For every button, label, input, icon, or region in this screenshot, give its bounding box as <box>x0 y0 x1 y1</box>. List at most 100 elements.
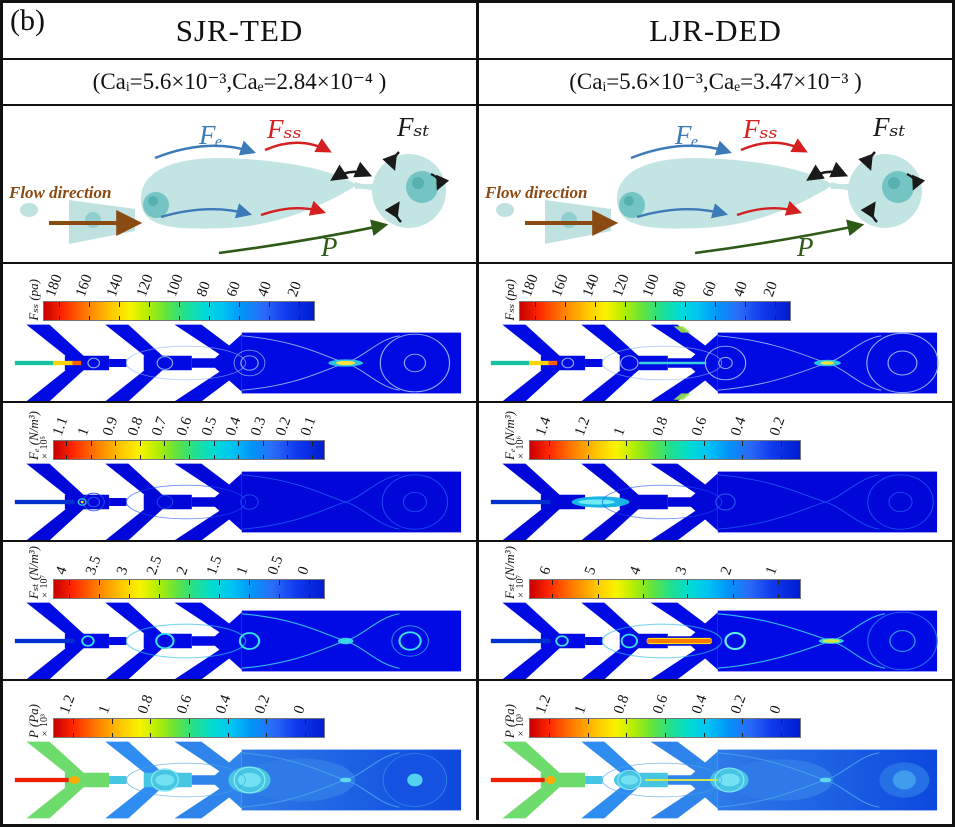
colorbar-tick-label: 0.7 <box>149 414 171 438</box>
colorbar-gradient <box>519 301 791 321</box>
colorbar-tick-label: 4 <box>627 564 645 577</box>
fst-label: Fₛₜ <box>872 112 906 142</box>
simulation-heatmap <box>490 463 938 540</box>
colorbar-tick-label: 0 <box>766 703 785 716</box>
colorbar-tick-label: 1.2 <box>57 692 79 716</box>
colorbar-tick-label: 4 <box>53 564 71 577</box>
condition-row: (Caᵢ=5.6×10⁻³,Caₑ=2.84×10⁻⁴ ) (Caᵢ=5.6×1… <box>3 60 952 106</box>
colorbar: 6 5 4 3 2 1 <box>529 544 801 599</box>
pressure-arrow <box>694 219 865 255</box>
colorbar: 180 160 140 120 100 80 60 40 20 <box>43 266 315 321</box>
column-title-sjr-ted: SJR-TED <box>175 12 304 48</box>
jet-body <box>140 157 357 229</box>
colorbar-fst-left: Fₛₜ (N/m³) ×10⁷ 4 3.5 3 2.5 2 1.5 1 0.5 0 <box>26 544 476 600</box>
colorbar-gradient <box>529 718 801 738</box>
colorbar-tick-label: 180 <box>43 272 66 299</box>
colorbar-axis-label: Fₛₛ (pa) <box>502 279 517 321</box>
colorbar-exponent: ×10⁵ <box>39 435 50 461</box>
colorbar-tick-label: 0.2 <box>251 692 274 716</box>
colorbar-tick-label: 0 <box>294 564 313 577</box>
colorbar-tick-label: 1 <box>572 703 590 716</box>
colorbar-tick-label: 0.8 <box>649 414 672 438</box>
colorbar-exponent: ×10⁷ <box>515 574 526 600</box>
colorbar: 1.2 1 0.8 0.6 0.4 0.2 0 <box>529 683 801 738</box>
fe-cell-right: Fₑ (N/m³) ×10⁶ 1.4 1.2 1 0.8 0.6 0.4 0.2 <box>479 403 952 540</box>
simulation-heatmap <box>14 324 462 401</box>
colorbar-tick-label: 60 <box>700 279 721 299</box>
colorbar-tick-label: 0.6 <box>688 414 711 438</box>
colorbar-tick-label: 0.5 <box>198 414 221 438</box>
colorbar-tick-label: 100 <box>163 272 187 299</box>
colorbar-gradient <box>529 440 801 460</box>
colorbar-tick-label: 0.5 <box>264 553 287 577</box>
colorbar-tick-label: 0.1 <box>297 414 320 438</box>
flow-direction-label: Flow direction <box>8 183 111 202</box>
p-cell-left: P (Pa) ×10³ 1.2 1 0.8 0.6 0.4 0.2 0 <box>3 681 479 820</box>
colorbar: 1.4 1.2 1 0.8 0.6 0.4 0.2 <box>529 405 801 460</box>
colorbar-tick-label: 0.4 <box>688 692 711 716</box>
colorbar-tick-label: 40 <box>254 279 275 299</box>
capillary-numbers-right: (Caᵢ=5.6×10⁻³,Caₑ=3.47×10⁻³ ) <box>569 69 862 94</box>
colorbar-fss-left: Fₛₛ (pa) 180 160 140 120 100 80 60 40 20 <box>26 266 476 321</box>
row-p: P (Pa) ×10³ 1.2 1 0.8 0.6 0.4 0.2 0 P (Pa) ×10³ 1.… <box>3 681 952 820</box>
neck-arrows <box>330 161 373 181</box>
schematic-cell-left: Flow direction Fₑ Fₛₛ Fₛₜ P <box>3 106 479 262</box>
colorbar-tick-label: 160 <box>549 272 573 299</box>
colorbar-tick-label: 0.8 <box>135 692 157 716</box>
colorbar-exponent: ×10⁷ <box>39 574 50 600</box>
colorbar-gradient <box>43 301 315 321</box>
panel-label: (b) <box>10 4 45 37</box>
colorbar-tick-label: 60 <box>224 279 245 299</box>
colorbar-exponent: ×10⁶ <box>515 435 526 461</box>
row-fe: Fₑ (N/m³) ×10⁵ 1.1 1 0.9 0.8 0.7 0.6 0.5 0.4 0.3 0.… <box>3 403 952 542</box>
colorbar-axis-label: Fₛₜ (N/m³) ×10⁷ <box>26 545 50 600</box>
colorbar-axis-label: P (Pa) ×10³ <box>26 703 50 738</box>
simulation-heatmap <box>490 741 938 819</box>
colorbar-tick-label: 180 <box>519 272 542 299</box>
colorbar: 180 160 140 120 100 80 60 40 20 <box>519 266 791 321</box>
row-fst: Fₛₜ (N/m³) ×10⁷ 4 3.5 3 2.5 2 1.5 1 0.5 0 Fₛₜ (N/m… <box>3 542 952 681</box>
heatmap-p-left <box>11 740 476 820</box>
colorbar-tick-label: 1.2 <box>533 692 555 716</box>
colorbar-tick-label: 40 <box>730 279 751 299</box>
heatmap-p-right <box>487 740 952 820</box>
colorbar: 1.2 1 0.8 0.6 0.4 0.2 0 <box>53 683 325 738</box>
row-fss: Fₛₛ (pa) 180 160 140 120 100 80 60 40 20 Fₛₛ (pa)… <box>3 264 952 403</box>
colorbar-tick-label: 0.6 <box>173 414 196 438</box>
simulation-heatmap <box>490 602 938 679</box>
capillary-numbers-left: (Caᵢ=5.6×10⁻³,Caₑ=2.84×10⁻⁴ ) <box>92 69 387 94</box>
heatmap-fst-left <box>11 601 476 679</box>
fss-cell-left: Fₛₛ (pa) 180 160 140 120 100 80 60 40 20 <box>3 264 479 401</box>
colorbar-tick-label: 80 <box>670 279 691 299</box>
colorbar-axis-label: Fₑ (N/m³) ×10⁵ <box>26 411 50 461</box>
simulation-heatmap <box>14 463 462 540</box>
colorbar-tick-label: 80 <box>194 279 215 299</box>
colorbar-tick-label: 0.2 <box>727 692 750 716</box>
jet-body <box>616 157 833 229</box>
colorbar-tick-label: 0.4 <box>727 414 750 438</box>
colorbar-tick-label: 0.8 <box>611 692 633 716</box>
colorbar-tick-label: 1 <box>611 425 629 438</box>
fst-cell-right: Fₛₜ (N/m³) ×10⁷ 6 5 4 3 2 1 <box>479 542 952 679</box>
colorbar-tick-label: 2 <box>173 564 192 577</box>
colorbar-gradient <box>529 579 801 599</box>
colorbar-exponent: ×10³ <box>39 714 50 738</box>
colorbar-tick-label: 0.6 <box>649 692 672 716</box>
colorbar-tick-label: 0.3 <box>248 414 270 438</box>
colorbar-tick-label: 20 <box>284 279 306 299</box>
p-label: P <box>320 232 338 261</box>
colorbar-tick-label: 3 <box>113 564 132 577</box>
satellite-droplet <box>20 203 38 217</box>
condition-cell-right: (Caᵢ=5.6×10⁻³,Caₑ=3.47×10⁻³ ) <box>479 60 952 104</box>
colorbar-gradient <box>53 440 325 460</box>
colorbar-tick-label: 140 <box>579 272 603 299</box>
colorbar-tick-label: 1.5 <box>204 553 226 577</box>
colorbar: 1.1 1 0.9 0.8 0.7 0.6 0.5 0.4 0.3 0.2 0.1 <box>50 405 325 460</box>
colorbar-tick-label: 160 <box>73 272 97 299</box>
colorbar-tick-label: 140 <box>103 272 127 299</box>
colorbar-tick-label: 2 <box>717 564 736 577</box>
simulation-heatmap <box>490 324 939 401</box>
colorbar-p-right: P (Pa) ×10³ 1.2 1 0.8 0.6 0.4 0.2 0 <box>502 683 952 738</box>
